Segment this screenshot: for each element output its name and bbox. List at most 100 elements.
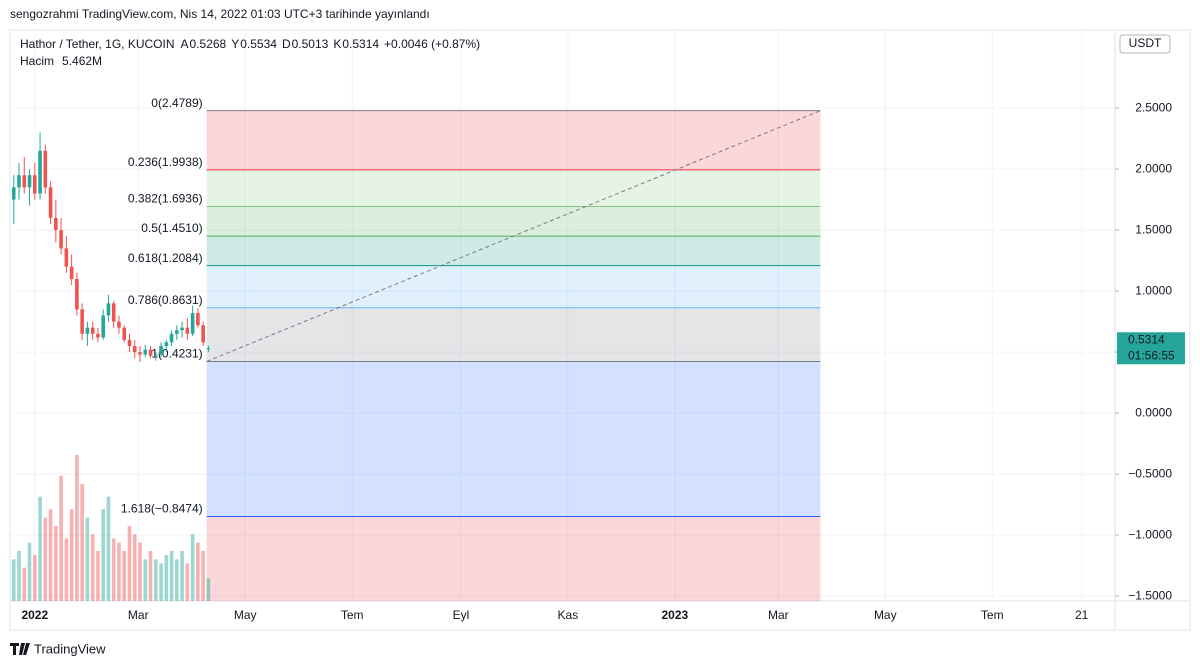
candle-body — [164, 342, 169, 347]
change: +0.0046 (+0.87%) — [384, 37, 480, 51]
candle-body — [159, 346, 163, 355]
y-tick-label: −1.0000 — [1128, 527, 1172, 541]
candle-body — [185, 327, 190, 334]
legend: Hathor / Tether, 1G, KUCOIN A 0.5268 Y 0.553… — [20, 37, 480, 68]
candle-body — [38, 150, 42, 194]
fib-label: 1(0.4231) — [151, 347, 202, 361]
fib-trend-line — [206, 110, 821, 362]
candle-body — [11, 187, 16, 200]
fib-band — [206, 307, 821, 362]
publisher: sengozrahmi TradingView.com, Nis 14, 202… — [10, 7, 430, 21]
volume-bar — [96, 550, 100, 601]
volume-bar — [85, 517, 90, 601]
volume-bar — [101, 509, 105, 601]
volume-bar — [206, 578, 211, 601]
volume-bar — [201, 550, 205, 601]
volume-bar — [148, 550, 153, 601]
volume-bar — [80, 484, 84, 601]
candle-body — [101, 315, 105, 338]
volume-bar — [164, 555, 169, 601]
price-tag-countdown: 01:56:55 — [1128, 348, 1175, 362]
fib-label: 1.618(−0.8474) — [121, 502, 203, 516]
candle-body — [90, 327, 95, 334]
candle-body — [196, 313, 200, 326]
candle-body — [43, 150, 48, 188]
ohlc-value: 0.5013 — [292, 37, 329, 51]
currency[interactable]: USDT — [1129, 36, 1162, 50]
x-tick-label: Eyl — [453, 608, 470, 622]
candle-body — [96, 333, 100, 338]
fib-band — [206, 361, 821, 517]
candle-body — [122, 327, 127, 340]
ohlc-value: 0.5534 — [240, 37, 277, 51]
y-tick-label: 0.0000 — [1135, 405, 1172, 419]
fib-label: 0.786(0.8631) — [128, 293, 203, 307]
y-tick-label: 1.0000 — [1135, 283, 1172, 297]
candle-body — [59, 230, 63, 249]
fib-band — [206, 169, 821, 207]
candle-body — [32, 175, 37, 194]
volume-bar — [32, 555, 37, 601]
volume-bar — [190, 534, 195, 601]
volume-bar — [64, 538, 69, 601]
candles — [11, 132, 211, 362]
volume-bar — [153, 559, 158, 601]
volume-bar — [59, 475, 63, 601]
fib-band — [206, 110, 821, 170]
fib-retracement: 0(2.4789) 0.236(1.9938) 0.382(1.6936) 0.5(1… — [121, 96, 821, 601]
volume-bar — [54, 525, 58, 601]
volume-bar — [117, 542, 121, 601]
y-tick-label: −0.5000 — [1128, 466, 1172, 480]
symbol-title: Hathor / Tether, 1G, KUCOIN — [20, 37, 175, 51]
fib-band — [206, 265, 821, 308]
fib-label: 0.618(1.2084) — [128, 251, 203, 265]
price-tag — [1117, 332, 1185, 365]
candle-body — [148, 349, 153, 356]
candle-body — [169, 333, 174, 343]
candle-body — [54, 217, 58, 231]
candle-body — [117, 321, 121, 328]
candle-body — [75, 278, 79, 310]
volume-bar — [69, 509, 74, 601]
ohlc-label: Y — [231, 37, 239, 51]
ohlc-label: D — [282, 37, 291, 51]
volume-bar — [48, 509, 53, 601]
volume-bar — [180, 550, 184, 601]
volume-pane — [11, 455, 211, 601]
volume-bar — [22, 567, 27, 601]
volume-bar — [106, 496, 111, 601]
fib-band — [206, 236, 821, 266]
y-tick-label: 1.5000 — [1135, 222, 1172, 236]
fib-band — [206, 206, 821, 237]
volume-bar — [143, 559, 148, 601]
candle-body — [127, 339, 132, 347]
currency-box[interactable] — [1119, 34, 1171, 54]
candle-body — [175, 330, 179, 334]
volume-bar — [127, 525, 132, 601]
volume-bar — [138, 542, 142, 601]
x-tick-label: May — [874, 608, 897, 622]
y-tick-label: 2.5000 — [1135, 100, 1172, 114]
fib-label: 0(2.4789) — [151, 96, 202, 110]
brand-logo — [10, 643, 30, 655]
volume-bar — [159, 563, 163, 601]
candle-body — [48, 187, 53, 218]
fib-label: 0.382(1.6936) — [128, 192, 203, 206]
volume-bar — [111, 538, 116, 601]
candle-body — [138, 352, 142, 355]
candle-body — [64, 248, 69, 267]
fib-label: 0.5(1.4510) — [141, 221, 202, 235]
ohlc-value: 0.5268 — [190, 37, 227, 51]
x-tick-label: Tem — [341, 608, 364, 622]
volume-bar — [90, 534, 95, 601]
candle-body — [201, 325, 205, 343]
volume-value: 5.462M — [62, 54, 102, 68]
ohlc-label: K — [333, 37, 341, 51]
axes: −1.5000−1.0000−0.50000.00000.50001.00001… — [21, 100, 1185, 622]
candle-body — [190, 313, 195, 334]
candle-body — [206, 348, 211, 350]
x-tick-label: May — [234, 608, 257, 622]
chart-frame — [9, 29, 1191, 631]
volume-name: Hacim — [20, 54, 54, 68]
volume-bar — [75, 455, 79, 601]
